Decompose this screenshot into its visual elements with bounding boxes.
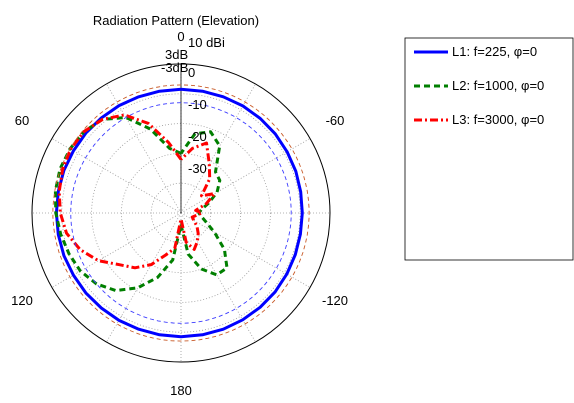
grid-ring	[121, 152, 241, 273]
grid-spoke	[180, 83, 256, 214]
ring-label: -10	[188, 97, 207, 112]
reference-label: -3dB	[161, 60, 188, 75]
angle-label: 60	[15, 113, 29, 128]
legend-box	[404, 37, 574, 261]
axis-labels: 0 -60 -120 180 120 60 10 dBi 0 -10 -20 -30 3dB-3dB	[11, 29, 348, 398]
series-line-0	[54, 87, 304, 339]
polar-grid	[31, 63, 331, 363]
grid-spoke	[180, 212, 256, 343]
series-group	[52, 84, 310, 342]
ring-label: -20	[188, 129, 207, 144]
ring-label: -30	[188, 161, 207, 176]
reference-circle-4	[70, 102, 292, 324]
ring-label: 0	[188, 65, 195, 80]
grid-spoke	[106, 212, 182, 343]
grid-spoke	[51, 138, 182, 214]
grid-spoke	[51, 212, 182, 288]
angle-label: 180	[170, 383, 192, 398]
grid-ring	[150, 182, 212, 244]
grid-spoke	[180, 138, 311, 214]
chart-title: Radiation Pattern (Elevation)	[93, 13, 259, 28]
series-line-2	[57, 113, 216, 270]
legend: L1: f=225, φ=0 L2: f=1000, φ=0 L3: f=3000,…	[404, 37, 574, 261]
angle-label: 0	[177, 29, 184, 44]
angle-label: -60	[326, 113, 345, 128]
ring-label: 10 dBi	[188, 35, 225, 50]
legend-label: L3: f=3000, φ=0	[452, 112, 544, 127]
reference-label: 3dB	[165, 47, 188, 62]
legend-label: L2: f=1000, φ=0	[452, 78, 544, 93]
angle-label: -120	[322, 293, 348, 308]
legend-label: L1: f=225, φ=0	[452, 44, 537, 59]
grid-spoke	[180, 212, 311, 288]
grid-spoke	[106, 83, 182, 214]
reference-circle-3	[52, 84, 310, 342]
angle-label: 120	[11, 293, 33, 308]
